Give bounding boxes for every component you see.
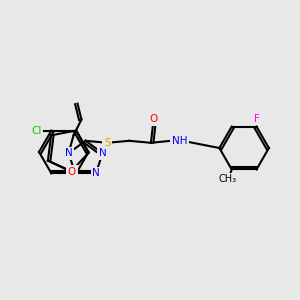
Text: N: N bbox=[65, 148, 73, 158]
Text: Cl: Cl bbox=[32, 125, 42, 136]
Text: N: N bbox=[92, 168, 100, 178]
Text: O: O bbox=[68, 167, 76, 176]
Text: O: O bbox=[150, 114, 158, 124]
Text: N: N bbox=[99, 148, 106, 158]
Text: NH: NH bbox=[172, 136, 187, 146]
Text: CH₃: CH₃ bbox=[219, 174, 237, 184]
Text: F: F bbox=[254, 114, 260, 124]
Text: S: S bbox=[104, 138, 111, 148]
